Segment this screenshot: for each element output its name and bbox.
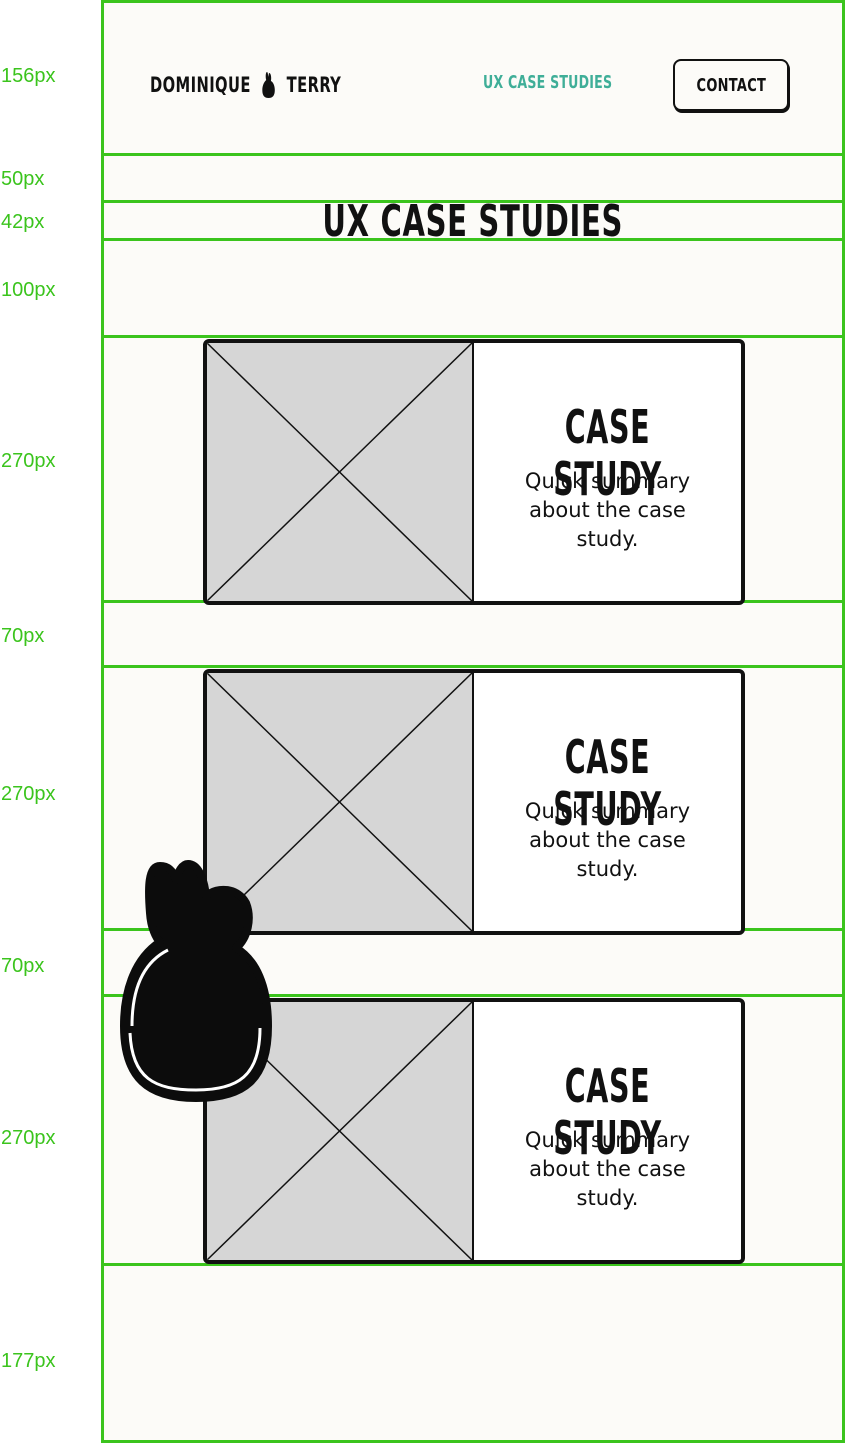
guide-line xyxy=(101,335,845,338)
image-placeholder xyxy=(207,673,474,931)
contact-button-label: CONTACT xyxy=(696,74,766,96)
case-study-card[interactable]: CASE STUDY Quick summary about the case … xyxy=(203,998,745,1264)
annotation-label: 270px xyxy=(1,783,56,805)
annotation-label: 100px xyxy=(1,279,56,301)
page-title: UX CASE STUDIES xyxy=(322,196,624,247)
annotation-label: 156px xyxy=(1,65,56,87)
guide-line xyxy=(101,994,845,997)
guide-line xyxy=(101,665,845,668)
brand-first-name: DOMINIQUE xyxy=(150,73,251,97)
card-title: CASE STUDY xyxy=(553,1059,662,1165)
annotation-label: 70px xyxy=(1,625,45,647)
bunny-icon xyxy=(262,72,275,98)
image-placeholder xyxy=(207,343,474,601)
bunny-illustration-icon xyxy=(120,860,272,1102)
card-body: CASE STUDY Quick summary about the case … xyxy=(474,343,741,601)
card-title: CASE STUDY xyxy=(553,400,662,506)
card-summary: Quick summary about the case study. xyxy=(524,799,691,881)
annotation-label: 70px xyxy=(1,955,45,977)
guide-line xyxy=(101,1263,845,1266)
card-title: CASE STUDY xyxy=(553,730,662,836)
annotation-label: 50px xyxy=(1,168,45,190)
annotation-label: 42px xyxy=(1,211,45,233)
nav-link-ux-case-studies[interactable]: UX CASE STUDIES xyxy=(483,72,613,93)
annotation-label: 270px xyxy=(1,450,56,472)
guide-line xyxy=(101,238,845,241)
guide-line xyxy=(101,200,845,203)
annotation-label: 177px xyxy=(1,1350,56,1372)
guide-line xyxy=(101,153,845,156)
card-body: CASE STUDY Quick summary about the case … xyxy=(474,673,741,931)
card-body: CASE STUDY Quick summary about the case … xyxy=(474,1002,741,1260)
image-placeholder xyxy=(207,1002,474,1260)
case-study-card[interactable]: CASE STUDY Quick summary about the case … xyxy=(203,339,745,605)
brand-logo[interactable]: DOMINIQUE TERRY xyxy=(150,70,341,100)
card-summary: Quick summary about the case study. xyxy=(524,469,691,551)
brand-last-name: TERRY xyxy=(286,73,342,97)
annotation-label: 270px xyxy=(1,1127,56,1149)
case-study-card[interactable]: CASE STUDY Quick summary about the case … xyxy=(203,669,745,935)
spacing-annotations: 156px 50px 42px 100px 270px 70px 270px 7… xyxy=(0,0,100,1442)
contact-button[interactable]: CONTACT xyxy=(673,59,789,111)
card-summary: Quick summary about the case study. xyxy=(524,1128,691,1210)
